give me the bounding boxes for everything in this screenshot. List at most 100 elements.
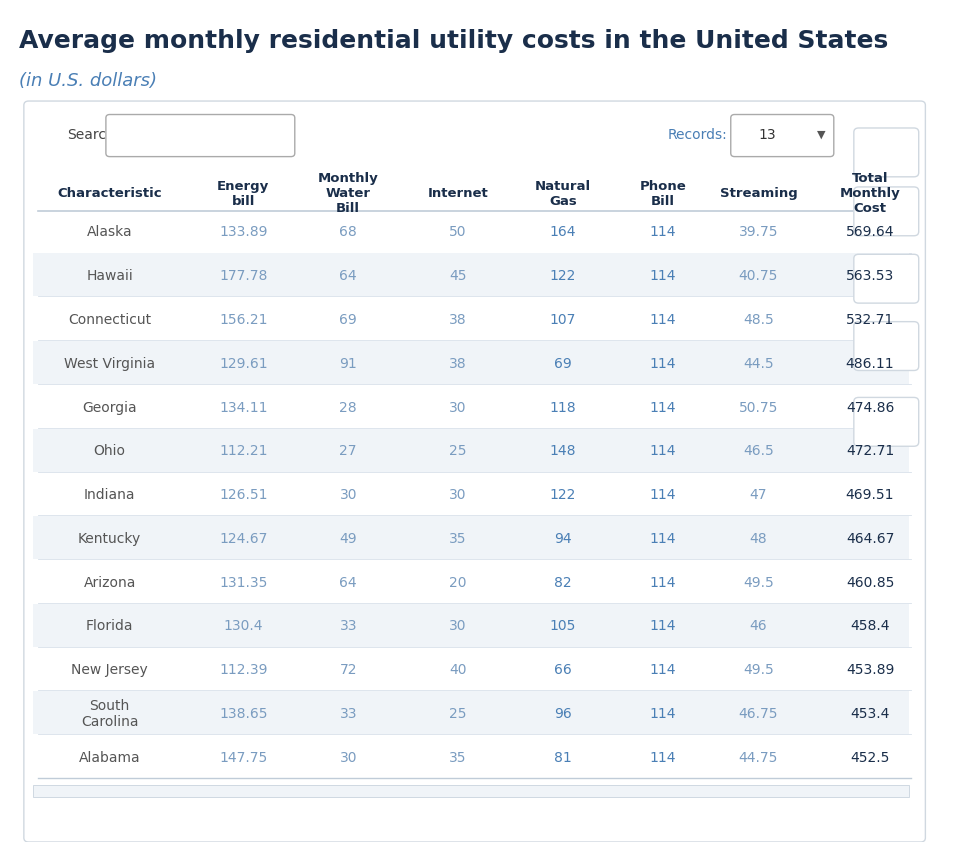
Text: 49.5: 49.5 [742,576,773,589]
Text: 64: 64 [339,576,356,589]
Text: 147.75: 147.75 [219,751,267,765]
FancyBboxPatch shape [853,322,918,370]
Text: 13: 13 [758,128,775,141]
Text: 114: 114 [649,226,676,239]
Text: 91: 91 [339,357,356,370]
Text: 452.5: 452.5 [849,751,889,765]
Text: 46: 46 [749,620,766,633]
Text: 114: 114 [649,751,676,765]
Text: 28: 28 [339,401,356,414]
Text: 33: 33 [339,620,356,633]
Text: 40: 40 [449,663,466,677]
Text: Streaming: Streaming [719,187,797,200]
Text: 177.78: 177.78 [219,269,267,283]
FancyBboxPatch shape [33,604,908,647]
Text: Internet: Internet [427,187,488,200]
Text: 25: 25 [449,445,466,458]
Text: Alabama: Alabama [79,751,140,765]
FancyBboxPatch shape [33,253,908,296]
Text: 134.11: 134.11 [219,401,267,414]
FancyBboxPatch shape [33,341,908,384]
Text: 44.5: 44.5 [742,357,773,370]
Text: 46.75: 46.75 [738,707,778,721]
FancyBboxPatch shape [853,254,918,303]
Text: Phone
Bill: Phone Bill [639,179,686,208]
Text: 118: 118 [549,401,576,414]
Text: 114: 114 [649,620,676,633]
Text: 130.4: 130.4 [223,620,263,633]
Text: Search:: Search: [67,128,119,141]
Text: (in U.S. dollars): (in U.S. dollars) [19,72,157,89]
Text: Hawaii: Hawaii [86,269,133,283]
Text: New Jersey: New Jersey [71,663,148,677]
Text: 40.75: 40.75 [738,269,778,283]
Text: 30: 30 [449,401,466,414]
Text: Ohio: Ohio [93,445,126,458]
Text: 453.89: 453.89 [845,663,893,677]
Text: 105: 105 [549,620,576,633]
Text: 131.35: 131.35 [219,576,267,589]
Text: South
Carolina: South Carolina [81,699,138,729]
Text: 486.11: 486.11 [845,357,893,370]
Text: 47: 47 [749,488,766,502]
Text: 129.61: 129.61 [219,357,267,370]
FancyBboxPatch shape [33,785,908,797]
Text: 114: 114 [649,532,676,546]
Text: 48.5: 48.5 [742,313,773,327]
Text: 35: 35 [449,532,466,546]
FancyBboxPatch shape [106,115,294,157]
Text: 114: 114 [649,707,676,721]
Text: Alaska: Alaska [87,226,132,239]
FancyBboxPatch shape [730,115,833,157]
Text: 114: 114 [649,576,676,589]
Text: 112.21: 112.21 [219,445,267,458]
FancyBboxPatch shape [33,429,908,472]
Text: 68: 68 [339,226,356,239]
Text: 35: 35 [449,751,466,765]
Text: Arizona: Arizona [84,576,135,589]
Text: 38: 38 [449,357,466,370]
FancyBboxPatch shape [853,128,918,177]
Text: 133.89: 133.89 [219,226,267,239]
Text: Monthly
Water
Bill: Monthly Water Bill [317,172,378,216]
FancyBboxPatch shape [33,691,908,734]
Text: 96: 96 [554,707,571,721]
Text: 138.65: 138.65 [219,707,267,721]
Text: 38: 38 [449,313,466,327]
Text: 474.86: 474.86 [845,401,893,414]
Text: Natural
Gas: Natural Gas [535,179,590,208]
Text: Kentucky: Kentucky [78,532,141,546]
Text: West Virginia: West Virginia [64,357,155,370]
Text: 33: 33 [339,707,356,721]
Text: 30: 30 [339,488,356,502]
FancyBboxPatch shape [33,516,908,559]
Text: 460.85: 460.85 [845,576,893,589]
Text: 46.5: 46.5 [742,445,773,458]
FancyBboxPatch shape [24,101,924,842]
Text: 114: 114 [649,488,676,502]
Text: 114: 114 [649,269,676,283]
Text: 69: 69 [554,357,571,370]
Text: 114: 114 [649,663,676,677]
Text: 45: 45 [449,269,466,283]
Text: 27: 27 [339,445,356,458]
Text: 114: 114 [649,357,676,370]
Text: 107: 107 [549,313,576,327]
Text: 563.53: 563.53 [845,269,893,283]
Text: 20: 20 [449,576,466,589]
Text: 30: 30 [449,620,466,633]
Text: 122: 122 [549,269,576,283]
Text: 66: 66 [554,663,571,677]
Text: Total
Monthly
Cost: Total Monthly Cost [839,172,900,216]
FancyBboxPatch shape [853,397,918,446]
Text: 81: 81 [554,751,571,765]
Text: 50: 50 [449,226,466,239]
Text: 69: 69 [339,313,356,327]
Text: 469.51: 469.51 [845,488,893,502]
Text: Characteristic: Characteristic [57,187,162,200]
Text: 124.67: 124.67 [219,532,267,546]
Text: 49: 49 [339,532,356,546]
Text: 464.67: 464.67 [845,532,893,546]
Text: 48: 48 [749,532,766,546]
Text: 126.51: 126.51 [219,488,267,502]
